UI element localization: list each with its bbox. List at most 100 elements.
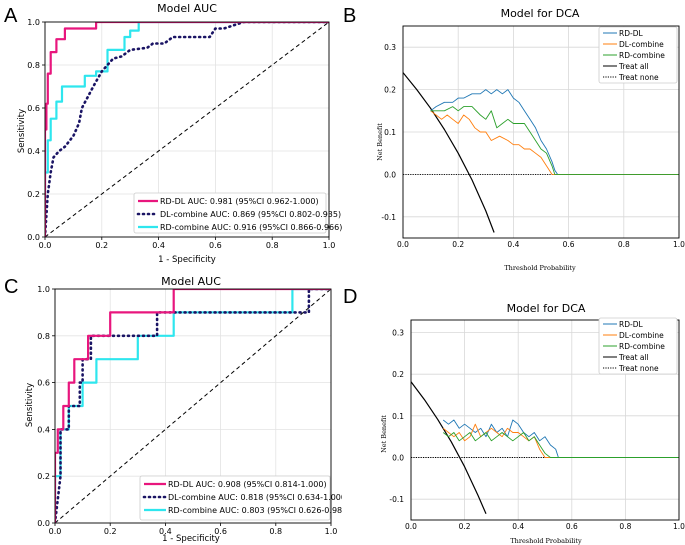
x-tick-label: 0.6 [566, 522, 578, 531]
y-tick-label: 0.3 [392, 329, 404, 338]
y-tick-label: 0.2 [384, 86, 396, 95]
y-tick-label: 0.6 [37, 379, 50, 388]
legend-box [133, 192, 327, 234]
legend-label: RD-combine [619, 51, 665, 60]
x-tick-label: 0.2 [95, 241, 108, 250]
x-tick-label: 0.0 [397, 240, 409, 249]
x-tick-label: 0.8 [619, 522, 631, 531]
y-tick-label: 0.1 [392, 412, 404, 421]
axes-frame [44, 21, 330, 238]
series-line-treat [411, 381, 487, 515]
y-tick-label: 0.8 [27, 61, 40, 70]
axes-frame [54, 288, 332, 524]
y-tick-label: 0.0 [37, 519, 50, 528]
x-tick-label: 0.0 [39, 241, 52, 250]
y-tick-label: 0.2 [37, 472, 50, 481]
panel-label: D [343, 286, 357, 308]
y-axis-label: Sensitivity [25, 383, 35, 427]
y-tick-label: 0.6 [27, 104, 40, 113]
legend-label: Treat none [618, 364, 659, 373]
y-tick-label: 0.2 [27, 190, 40, 199]
legend-label: Treat all [618, 353, 649, 362]
dca-chart-b: B Model for DCA Threshold Probability Ne… [343, 5, 685, 272]
y-tick-label: 1.0 [27, 18, 40, 27]
legend-label: DL-combine [619, 331, 664, 340]
y-axis-label: Net Benefit [380, 415, 388, 453]
panel-label: B [343, 5, 356, 27]
chart-title: Model for DCA [501, 7, 580, 20]
x-axis-label: 1 - Specificity [162, 534, 220, 544]
legend-label: RD-combine AUC: 0.803 (95%CI 0.626-0.980… [168, 506, 342, 515]
y-tick-label: 0.4 [37, 425, 50, 434]
chart-title: Model for DCA [507, 302, 586, 315]
legend-label: RD-combine [619, 342, 665, 351]
x-tick-label: 0.4 [507, 240, 519, 249]
axes-frame [410, 319, 680, 521]
panel-label: A [4, 5, 18, 27]
roc-chart-c: C Model AUC 1 - Specificity Sensitivity … [4, 275, 342, 544]
x-tick-label: 0.8 [618, 240, 630, 249]
axes-frame [402, 25, 680, 239]
panel-c-roc: C Model AUC 1 - Specificity Sensitivity … [0, 273, 342, 545]
legend-label: RD-DL [619, 29, 643, 38]
series-line-rd-dl [45, 22, 329, 237]
y-tick-label: 0.4 [27, 147, 40, 156]
legend-label: DL-combine [619, 40, 664, 49]
series-line-rd-combine [430, 106, 679, 175]
series-line-dl-combine [45, 22, 329, 237]
y-tick-label: 0.8 [37, 332, 50, 341]
chart-title: Model AUC [161, 275, 221, 288]
x-tick-label: 0.6 [209, 241, 222, 250]
series-line-dl-combine [430, 110, 679, 175]
x-tick-label: 1.0 [673, 240, 685, 249]
chance-diagonal [54, 288, 332, 524]
x-tick-label: 0.4 [512, 522, 524, 531]
y-tick-label: 0.0 [27, 233, 40, 242]
x-tick-label: 1.0 [323, 241, 336, 250]
x-tick-label: 0.4 [152, 241, 165, 250]
x-tick-label: 0.0 [49, 527, 62, 536]
x-tick-label: 0.6 [563, 240, 575, 249]
y-tick-label: 0.2 [392, 370, 404, 379]
y-tick-label: 0.3 [384, 43, 396, 52]
x-tick-label: 0.0 [405, 522, 417, 531]
dca-chart-d: D Model for DCA Threshold Probability Ne… [343, 286, 685, 545]
legend-box [139, 475, 331, 521]
roc-chart-a: A Model AUC 1 - Specificity Sensitivity … [4, 2, 342, 265]
series-line-rd-combine [442, 432, 679, 458]
series-line-treat [403, 72, 495, 233]
x-tick-label: 1.0 [325, 527, 338, 536]
y-tick-label: 1.0 [37, 285, 50, 294]
y-axis-label: Sensitivity [17, 109, 27, 153]
panel-label: C [4, 276, 18, 298]
legend-label: RD-DL AUC: 0.981 (95%CI 0.962-1.000) [160, 197, 319, 206]
x-axis-label: Threshold Probability [510, 537, 582, 545]
legend-label: DL-combine AUC: 0.869 (95%CI 0.802-0.935… [160, 210, 341, 219]
chance-diagonal [44, 21, 330, 238]
legend-box [598, 26, 678, 84]
x-tick-label: 1.0 [673, 522, 685, 531]
series-line-rd-combine [45, 22, 329, 237]
y-tick-label: 0.1 [384, 128, 396, 137]
chart-title: Model AUC [157, 2, 217, 15]
legend-label: Treat none [618, 73, 659, 82]
x-tick-label: 0.6 [214, 527, 227, 536]
y-tick-label: -0.1 [381, 213, 396, 222]
legend-label: RD-combine AUC: 0.916 (95%CI 0.866-0.966… [160, 223, 342, 232]
legend-label: DL-combine AUC: 0.818 (95%CI 0.634-1.000… [168, 493, 342, 502]
y-tick-label: -0.1 [389, 495, 404, 504]
panel-d-dca: D Model for DCA Threshold Probability Ne… [343, 273, 685, 545]
x-tick-label: 0.8 [266, 241, 279, 250]
y-axis-label: Net Benefit [376, 123, 384, 161]
x-tick-label: 0.2 [452, 240, 464, 249]
legend-label: RD-DL [619, 320, 643, 329]
y-tick-label: 0.0 [392, 454, 404, 463]
x-axis-label: 1 - Specificity [158, 255, 216, 265]
panel-a-roc: A Model AUC 1 - Specificity Sensitivity … [0, 0, 342, 272]
x-tick-label: 0.8 [269, 527, 282, 536]
legend-label: RD-DL AUC: 0.908 (95%CI 0.814-1.000) [168, 480, 327, 489]
panel-b-dca: B Model for DCA Threshold Probability Ne… [343, 0, 685, 272]
y-tick-label: 0.0 [384, 170, 396, 179]
legend-box [598, 317, 678, 375]
series-line-rd-dl [55, 289, 331, 523]
